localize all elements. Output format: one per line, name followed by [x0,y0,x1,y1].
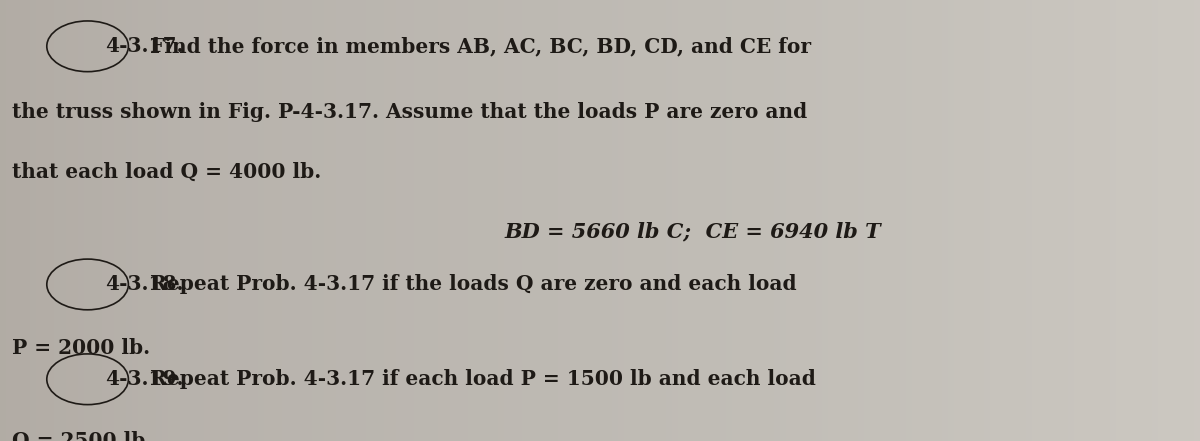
Text: 4-3.19.: 4-3.19. [106,369,184,389]
Text: Repeat Prob. 4-3.17 if each load P = 1500 lb and each load: Repeat Prob. 4-3.17 if each load P = 150… [150,369,816,389]
Text: Q = 2500 lb.: Q = 2500 lb. [12,431,152,441]
Text: that each load Q = 4000 lb.: that each load Q = 4000 lb. [12,162,322,182]
Text: the truss shown in Fig. P-4-3.17. Assume that the loads P are zero and: the truss shown in Fig. P-4-3.17. Assume… [12,102,808,123]
Text: 4-3.18.: 4-3.18. [106,274,184,295]
Text: Repeat Prob. 4-3.17 if the loads Q are zero and each load: Repeat Prob. 4-3.17 if the loads Q are z… [150,274,797,295]
Text: 4-3.17.: 4-3.17. [106,36,184,56]
Text: P = 2000 lb.: P = 2000 lb. [12,338,150,359]
Text: Find the force in members AB, AC, BC, BD, CD, and CE for: Find the force in members AB, AC, BC, BD… [150,36,811,56]
Text: BD = 5660 lb C;  CE = 6940 lb T: BD = 5660 lb C; CE = 6940 lb T [504,221,881,242]
